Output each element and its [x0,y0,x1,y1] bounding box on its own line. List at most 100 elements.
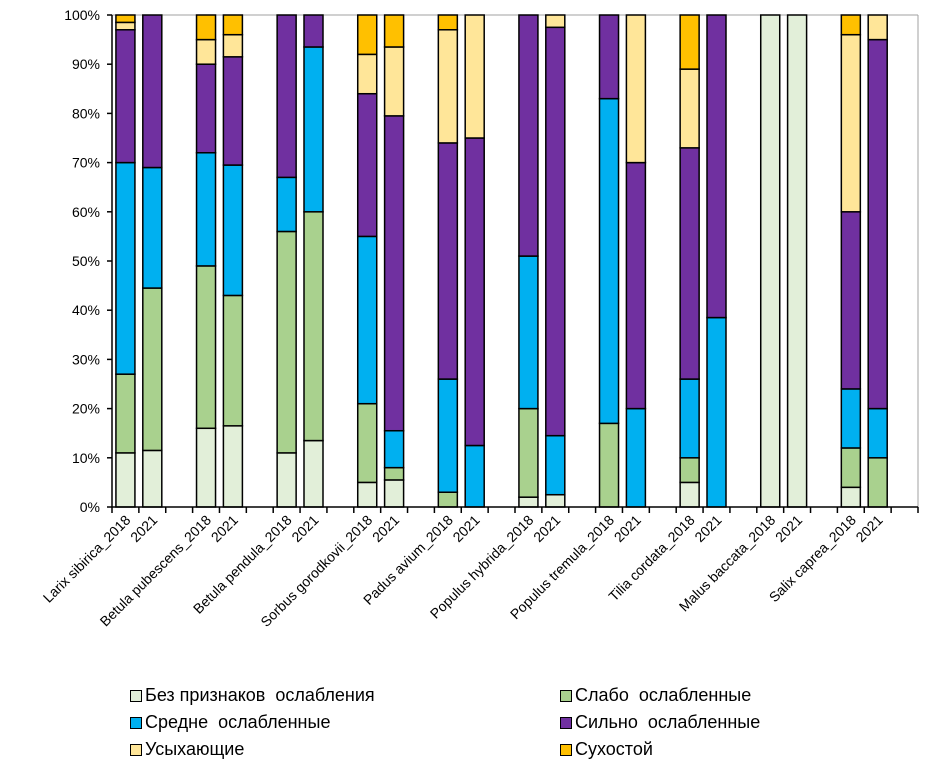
bar-segment-5 [545,14,566,29]
legend-item-sukhostoy: Сухостой [560,736,830,763]
y-tick-label: 90% [72,56,100,72]
bar-populus-hybrida-2018 [518,14,539,508]
y-tick-label: 100% [64,7,100,23]
bar-segment-4 [437,142,459,380]
bar-segment-1 [142,449,163,508]
bar-segment-6 [356,14,378,56]
legend-item-silno: Сильно ослабленные [560,709,830,736]
bar-segment-1 [383,479,405,508]
legend-swatch [130,716,142,729]
bar-segment-4 [679,147,700,380]
bar-segment-2 [383,466,405,481]
x-tick-label: Padus avium_2018 [360,512,456,608]
bar-segment-3 [437,378,459,493]
legend-swatch [560,716,572,729]
bar-segment-2 [840,447,862,489]
bar-segment-6 [437,14,459,31]
bar-segment-2 [679,457,700,484]
legend-label: Усыхающие [145,739,245,759]
x-tick-label: Larix sibirica_2018 [40,512,134,606]
y-tick-label: 80% [72,105,100,121]
bar-segment-5 [867,14,888,41]
bar-malus-baccata-2021 [786,14,808,508]
bar-segment-4 [840,211,862,390]
y-tick-label: 50% [72,253,100,269]
bar-segment-4 [706,14,727,319]
bar-segment-4 [518,14,539,257]
bar-segment-3 [545,434,566,496]
y-tick-label: 40% [72,302,100,318]
bar-segment-3 [518,255,539,410]
x-tick-label: 2021 [127,512,160,545]
bar-malus-baccata-2018 [759,14,781,508]
bar-segment-2 [867,457,888,508]
bar-betula-pubescens-2021 [222,14,244,508]
bar-segment-6 [115,14,136,24]
legend-label: Слабо ослабленные [575,685,752,705]
bar-segment-3 [222,164,244,297]
y-axis: 0% 10% 20% 30% 40% 50% 60% 70% 80% 90% 100% [64,7,919,515]
bar-tilia-cordata-2021 [706,14,727,508]
bar-segment-5 [679,68,700,149]
bar-larix-sibirica-2021 [142,14,163,508]
stacked-bar-chart: 0% 10% 20% 30% 40% 50% 60% 70% 80% 90% 100% Larix … [40,7,919,630]
bar-segment-6 [222,14,244,36]
x-tick-label: 2021 [369,512,402,545]
bar-segment-1 [276,452,297,508]
bar-segment-4 [625,161,647,410]
x-tick-label: 2021 [208,512,241,545]
bar-segment-6 [840,14,862,36]
bar-segment-2 [598,422,620,508]
bar-segment-2 [142,287,163,452]
bar-segment-1 [518,496,539,508]
x-tick-label: 2021 [530,512,563,545]
bar-segment-4 [195,63,217,154]
bar-segment-3 [840,388,862,449]
legend-swatch [130,743,142,756]
bar-tilia-cordata-2018 [679,14,700,508]
legend-swatch [130,689,142,702]
bar-segment-4 [598,14,620,100]
legend-label: Без признаков ослабления [145,685,375,705]
bar-segment-1 [840,486,862,508]
bar-segment-3 [464,444,485,508]
bar-segment-5 [115,21,136,31]
bar-salix-caprea-2018 [840,14,862,508]
bar-segment-3 [356,235,378,405]
bar-segment-3 [142,166,163,289]
bar-betula-pendula-2021 [303,14,324,508]
bar-segment-5 [464,14,485,139]
bar-betula-pubescens-2018 [195,14,217,508]
bar-segment-1 [303,439,324,508]
bar-sorbus-gorodkovii-2018 [356,14,378,508]
bar-segment-4 [303,14,324,48]
bar-segment-4 [115,29,136,164]
y-tick-label: 30% [72,351,100,367]
legend-label: Сильно ослабленные [575,712,761,732]
bar-larix-sibirica-2018 [115,14,136,508]
legend-swatch [560,743,572,756]
bar-segment-4 [356,92,378,238]
bar-segment-1 [759,14,781,508]
bar-segment-4 [464,137,485,447]
bar-segment-4 [142,14,163,169]
x-tick-label: 2021 [288,512,321,545]
bar-segment-1 [786,14,808,508]
x-tick-label: 2021 [852,512,885,545]
bar-segment-5 [222,33,244,58]
x-tick-label: 2021 [449,512,482,545]
bar-segment-6 [195,14,217,41]
bar-populus-tremula-2021 [625,14,647,508]
bar-segment-3 [303,46,324,213]
legend-item-usykhayushchie: Усыхающие [130,736,560,763]
bar-segment-3 [195,152,217,267]
bar-segment-3 [115,161,136,375]
x-tick-label: 2021 [691,512,724,545]
bar-betula-pendula-2018 [276,14,297,508]
bar-segment-4 [545,26,566,437]
bar-segment-2 [276,230,297,454]
bar-padus-avium-2021 [464,14,485,508]
bar-segment-6 [679,14,700,70]
y-tick-label: 0% [80,499,100,515]
